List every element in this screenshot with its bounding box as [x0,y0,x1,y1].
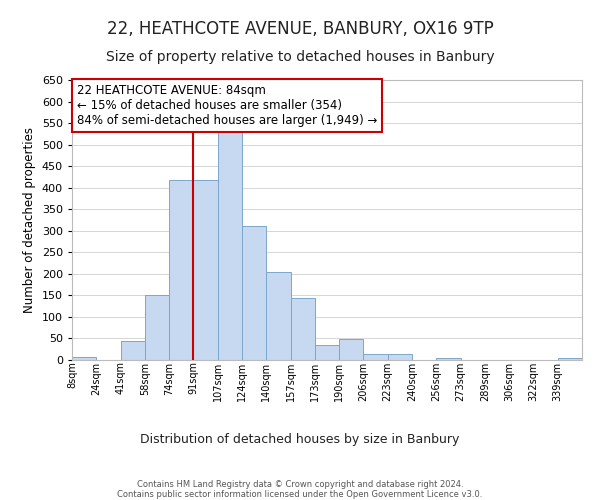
Bar [558,358,582,360]
Text: Contains HM Land Registry data © Crown copyright and database right 2024.
Contai: Contains HM Land Registry data © Crown c… [118,480,482,500]
Text: Size of property relative to detached houses in Banbury: Size of property relative to detached ho… [106,50,494,64]
Y-axis label: Number of detached properties: Number of detached properties [23,127,36,313]
Bar [193,180,218,360]
Bar [218,132,242,360]
Bar [339,340,364,360]
Bar [145,296,169,360]
Bar [436,358,461,360]
Bar [388,354,412,360]
Bar [72,356,96,360]
Bar [266,272,290,360]
Text: 22 HEATHCOTE AVENUE: 84sqm
← 15% of detached houses are smaller (354)
84% of sem: 22 HEATHCOTE AVENUE: 84sqm ← 15% of deta… [77,84,377,127]
Text: Distribution of detached houses by size in Banbury: Distribution of detached houses by size … [140,432,460,446]
Bar [242,226,266,360]
Text: 22, HEATHCOTE AVENUE, BANBURY, OX16 9TP: 22, HEATHCOTE AVENUE, BANBURY, OX16 9TP [107,20,493,38]
Bar [290,298,315,360]
Bar [315,345,339,360]
Bar [364,354,388,360]
Bar [121,341,145,360]
Bar [169,180,193,360]
